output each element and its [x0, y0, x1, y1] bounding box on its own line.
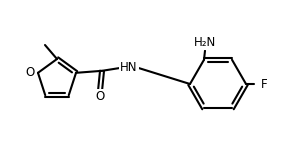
Text: F: F — [261, 78, 268, 91]
Text: O: O — [95, 90, 105, 103]
Text: H₂N: H₂N — [194, 36, 216, 49]
Text: HN: HN — [120, 61, 138, 74]
Text: O: O — [25, 66, 35, 79]
